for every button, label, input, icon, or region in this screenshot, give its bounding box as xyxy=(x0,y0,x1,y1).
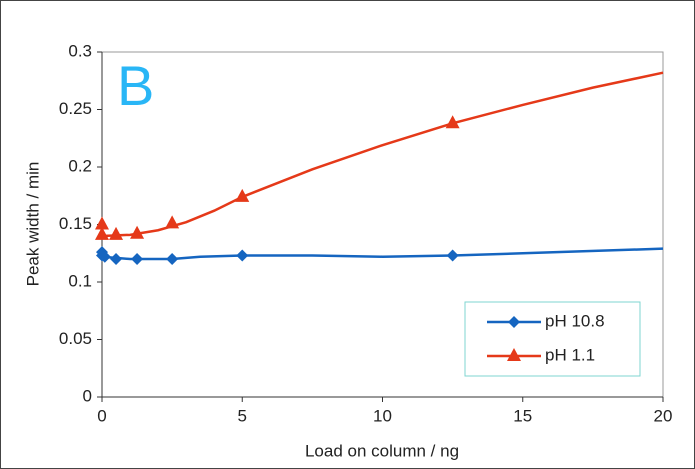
y-tick-label: 0.1 xyxy=(68,271,92,290)
marker xyxy=(95,226,109,240)
y-tick-label: 0.25 xyxy=(59,99,92,118)
y-tick-label: 0.3 xyxy=(68,41,92,60)
x-tick-label: 5 xyxy=(238,406,247,425)
marker xyxy=(95,216,109,230)
marker xyxy=(109,226,124,240)
x-tick-label: 20 xyxy=(654,406,673,425)
marker xyxy=(98,250,111,263)
panel-label: B xyxy=(117,54,154,117)
x-tick-label: 15 xyxy=(513,406,532,425)
legend-box xyxy=(464,301,641,377)
fit-curve xyxy=(101,71,664,238)
marker xyxy=(130,225,145,239)
marker xyxy=(446,249,459,262)
marker xyxy=(236,249,249,262)
marker xyxy=(235,188,250,202)
y-tick-label: 0 xyxy=(83,386,92,405)
y-tick-label: 0.2 xyxy=(68,156,92,175)
marker xyxy=(445,115,460,129)
marker xyxy=(165,215,180,229)
x-axis-label: Load on column / ng xyxy=(305,441,459,460)
marker xyxy=(508,316,520,328)
y-axis-label: Peak width / min xyxy=(23,162,42,287)
y-tick-label: 0.05 xyxy=(59,329,92,348)
marker xyxy=(131,253,144,265)
marker xyxy=(110,253,123,265)
fit-curve xyxy=(101,247,664,261)
marker xyxy=(507,348,521,361)
legend-label: pH 10.8 xyxy=(545,311,605,330)
legend-label: pH 1.1 xyxy=(545,345,595,364)
x-tick-label: 10 xyxy=(373,406,392,425)
marker xyxy=(166,253,179,265)
y-tick-label: 0.15 xyxy=(59,214,92,233)
x-tick-label: 0 xyxy=(97,406,106,425)
